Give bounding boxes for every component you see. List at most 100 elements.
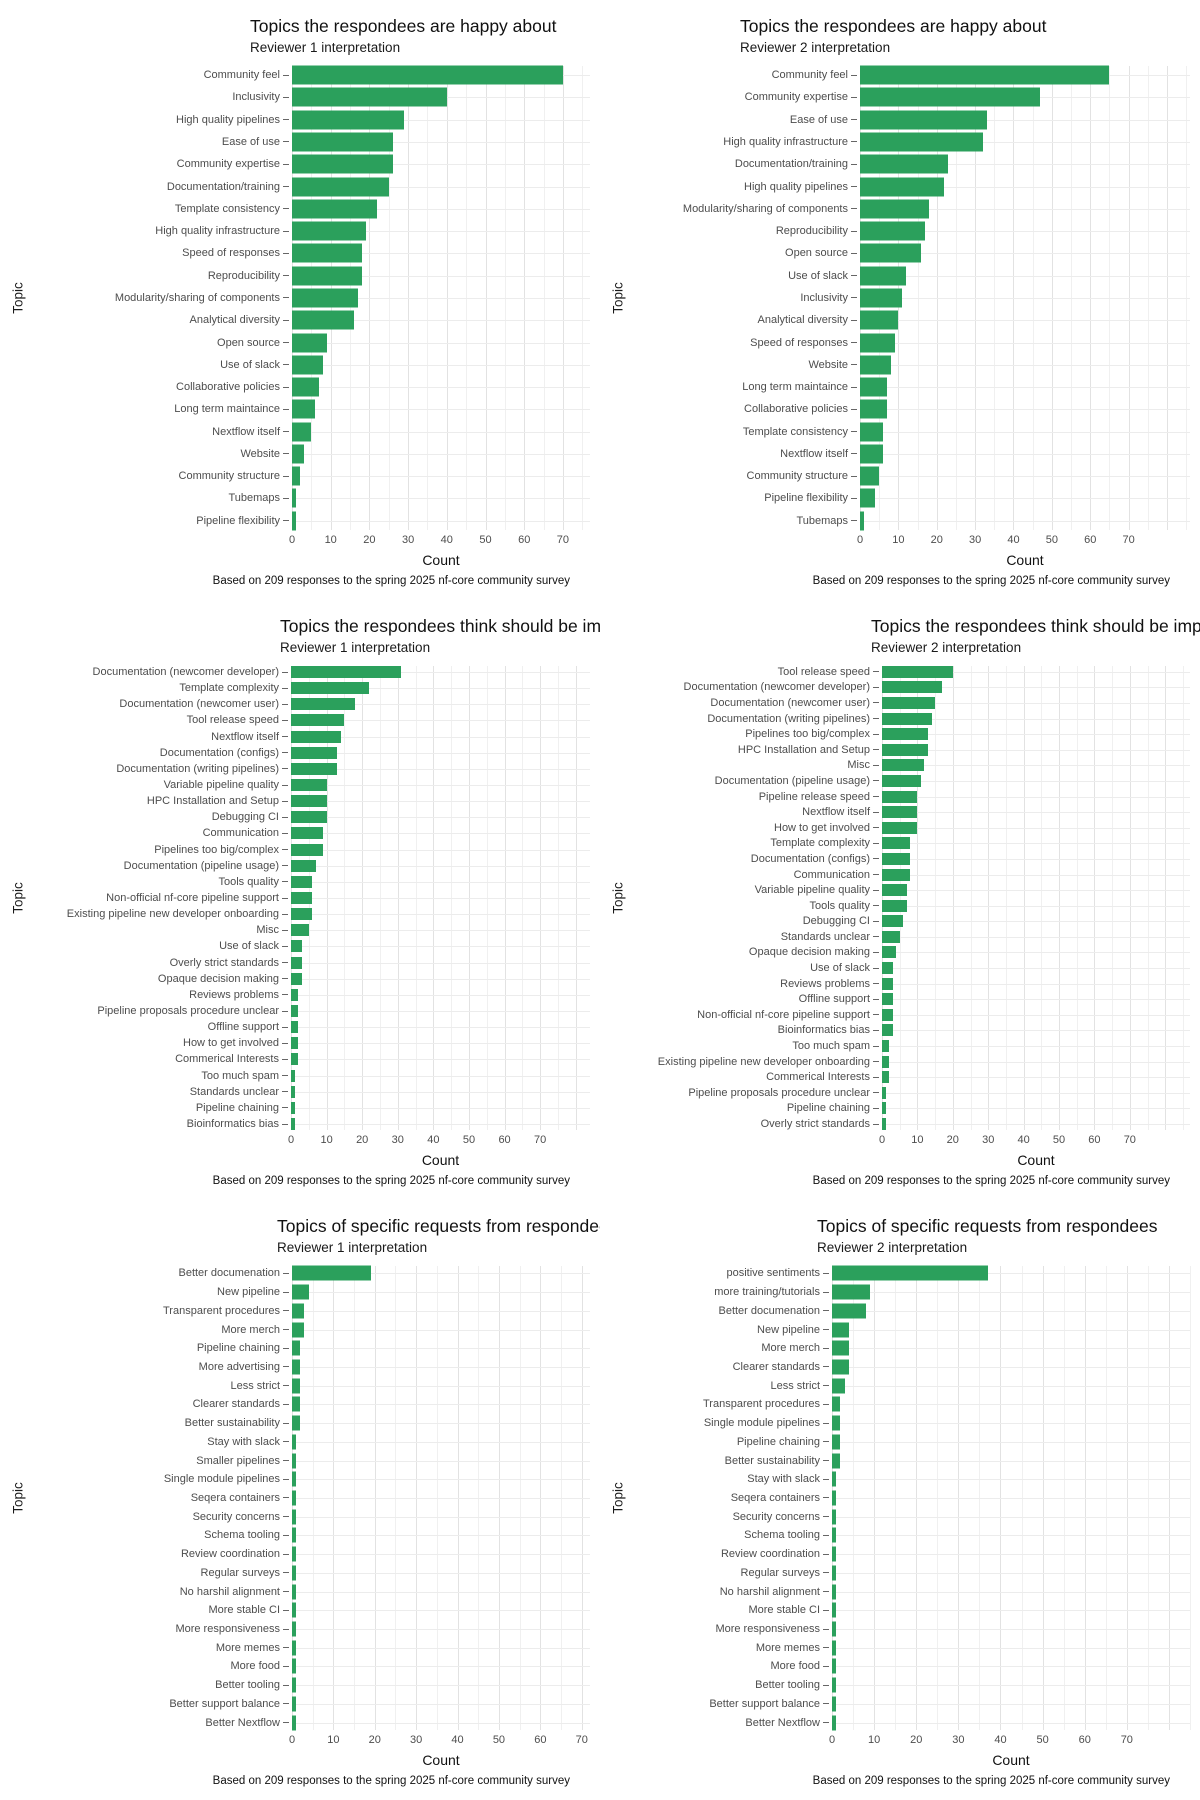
bar	[860, 399, 887, 419]
bar-track	[882, 820, 1190, 836]
horizontal-gridline	[882, 1108, 1190, 1110]
bar	[832, 1471, 837, 1487]
x-tick-label: 10	[327, 1734, 340, 1746]
y-tick-mark	[873, 686, 879, 688]
category-label: Pipeline chaining	[195, 1101, 279, 1114]
category-label: Seqera containers	[190, 1491, 280, 1504]
y-tick-mark	[282, 1075, 288, 1077]
category-label: Reviews problems	[189, 988, 279, 1001]
bar-track	[292, 86, 590, 108]
y-tick-mark	[873, 1107, 879, 1109]
y-tick-mark	[282, 816, 288, 818]
bar	[882, 915, 904, 928]
y-tick-mark	[873, 1061, 879, 1063]
horizontal-gridline	[882, 1061, 1190, 1063]
bar-track	[860, 354, 1190, 376]
chart-title: Topics of specific requests from respond…	[817, 1216, 1158, 1236]
x-tick-label: 50	[1052, 1134, 1066, 1146]
y-tick-mark	[823, 1347, 829, 1349]
bar	[291, 714, 345, 727]
category-label: Tubemaps	[228, 492, 280, 505]
y-tick-mark	[283, 1647, 289, 1649]
category-label: Commerical Interests	[175, 1053, 279, 1066]
horizontal-gridline	[882, 687, 1190, 689]
gridline	[1112, 666, 1114, 1130]
bar-track	[291, 987, 590, 1003]
horizontal-gridline	[860, 320, 1190, 322]
gridline	[935, 666, 937, 1130]
bar-rows: Documentation (newcomer developer) Templa…	[0, 664, 600, 1132]
category-label: Commerical Interests	[766, 1071, 870, 1084]
bar-track	[292, 153, 590, 175]
y-tick-mark	[282, 832, 288, 834]
chart-cell: Topics the respondees are happy about Rev…	[0, 0, 600, 600]
horizontal-gridline	[860, 387, 1190, 389]
y-tick-mark	[283, 119, 289, 121]
horizontal-gridline	[291, 978, 590, 980]
bar	[882, 1055, 890, 1068]
bar-track	[882, 991, 1190, 1007]
horizontal-gridline	[882, 718, 1190, 720]
table-row: Pipeline chaining	[600, 1101, 1200, 1117]
y-tick-mark	[283, 1516, 289, 1518]
table-row: Debugging CI	[600, 914, 1200, 930]
table-row: Community expertise	[600, 86, 1200, 108]
category-label: More food	[770, 1660, 820, 1673]
category-label: Use of slack	[220, 358, 280, 371]
bar-track	[291, 1019, 590, 1035]
category-label: Better sustainability	[724, 1454, 820, 1467]
y-tick-mark	[873, 1045, 879, 1047]
bar	[291, 779, 327, 792]
bar	[832, 1677, 837, 1693]
y-tick-mark	[873, 733, 879, 735]
chart-subtitle: Reviewer 1 interpretation	[250, 40, 401, 55]
x-tick-label: 10	[892, 534, 905, 546]
gridline	[557, 666, 559, 1130]
y-tick-mark	[823, 1497, 829, 1499]
y-tick-mark	[851, 453, 857, 455]
horizontal-gridline	[291, 785, 590, 787]
bar	[292, 488, 296, 508]
table-row: Reviews problems	[600, 976, 1200, 992]
category-label: Speed of responses	[182, 247, 280, 260]
bar	[292, 1584, 297, 1600]
bar-track	[882, 742, 1190, 758]
table-row: Better documenation	[0, 1264, 600, 1283]
x-tick-label: 20	[356, 1134, 369, 1146]
bar	[832, 1565, 837, 1581]
y-tick-mark	[823, 1366, 829, 1368]
bar	[832, 1658, 837, 1674]
bar-track	[832, 1507, 1190, 1526]
category-label: Offline support	[207, 1021, 279, 1034]
table-row: Better Nextflow	[0, 1713, 600, 1732]
table-row: Reviews problems	[0, 987, 600, 1003]
y-tick-mark	[851, 319, 857, 321]
x-tick-label: 60	[518, 534, 531, 546]
bar-track	[292, 1451, 590, 1470]
bar-track	[292, 1695, 590, 1714]
horizontal-gridline	[291, 994, 590, 996]
x-tick-label: 20	[363, 534, 376, 546]
x-axis-label: Count	[421, 1152, 460, 1168]
bar	[291, 1118, 295, 1130]
horizontal-gridline	[291, 817, 590, 819]
bar	[832, 1434, 841, 1450]
bar-track	[882, 1038, 1190, 1054]
x-tick-label: 60	[1088, 1134, 1101, 1146]
bar-track	[292, 1564, 590, 1583]
bar	[291, 795, 327, 808]
y-tick-mark	[873, 1123, 879, 1125]
category-label: Documentation (configs)	[750, 852, 870, 865]
bar-track	[832, 1376, 1190, 1395]
horizontal-gridline	[291, 1043, 590, 1045]
table-row: Template complexity	[0, 680, 600, 696]
x-tick-label: 50	[1036, 1734, 1049, 1746]
x-tick-label: 0	[287, 1134, 295, 1146]
bar-track	[860, 309, 1190, 331]
y-tick-mark	[282, 978, 288, 980]
table-row: Tubemaps	[0, 487, 600, 509]
y-tick-mark	[282, 945, 288, 947]
y-tick-mark	[851, 96, 857, 98]
table-row: Commerical Interests	[0, 1051, 600, 1067]
bar	[292, 266, 362, 286]
